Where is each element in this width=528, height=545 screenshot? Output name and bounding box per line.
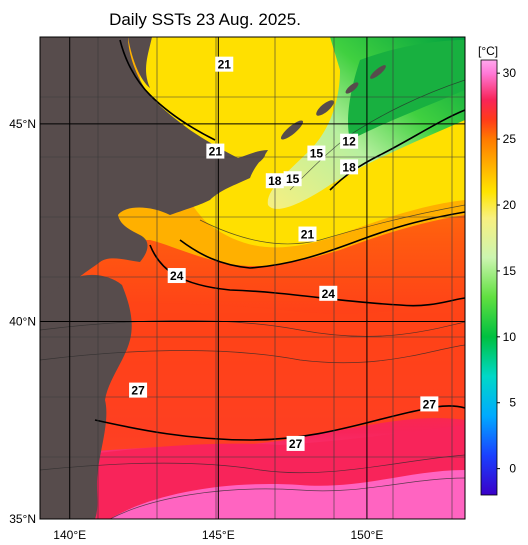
- colorbar-tick-label: 15: [503, 264, 517, 278]
- contour-label: 21: [298, 226, 317, 242]
- lat-tick-label: 45°N: [9, 117, 36, 131]
- contour-label-text: 24: [170, 269, 184, 283]
- colorbar-tick-label: 10: [503, 330, 517, 344]
- graticule: [40, 37, 465, 519]
- colorbar-tick-label: 30: [503, 66, 517, 80]
- contour-label-box: [319, 285, 338, 301]
- sakhalin-land: [128, 37, 152, 88]
- contour-labels: 21 12 21 15 18 18 15 21 24 24 27 27 27: [129, 56, 439, 451]
- contour-label-text: 21: [301, 228, 315, 242]
- colorbar: [°C] 30 25 20 15 10 5 0: [478, 44, 517, 496]
- contour-label-box: [307, 145, 326, 161]
- contour-label: 21: [215, 56, 234, 72]
- contour-label-text: 27: [423, 397, 437, 411]
- contour-label-box: [340, 159, 359, 175]
- contour-label-text: 15: [286, 172, 300, 186]
- lon-tick-label: 145°E: [202, 528, 235, 542]
- contour-label: 15: [307, 145, 326, 161]
- contour-label-text: 21: [218, 58, 232, 72]
- contour-label-box: [340, 133, 359, 149]
- contour-label: 12: [340, 133, 359, 149]
- hokkaido-land: [40, 37, 268, 300]
- contour-label-box: [286, 435, 305, 451]
- colorbar-ticks: 30 25 20 15 10 5 0: [497, 66, 517, 476]
- colorbar-tick-label: 25: [503, 132, 517, 146]
- contour-label-text: 24: [322, 287, 336, 301]
- contour-label-text: 21: [209, 145, 223, 159]
- contour-label-box: [265, 173, 284, 189]
- colorbar-unit: [°C]: [478, 44, 498, 58]
- contour-label: 27: [420, 396, 439, 412]
- contour-label: 15: [283, 171, 302, 187]
- map-panel: [40, 37, 465, 519]
- colorbar-tick-label: 0: [509, 462, 516, 476]
- contour-label: 24: [319, 285, 338, 301]
- thin-contours: [40, 79, 465, 519]
- contour-label-box: [283, 171, 302, 187]
- lat-tick-label: 40°N: [9, 314, 36, 328]
- colorbar-scale: [480, 59, 498, 496]
- hottest-region: [110, 470, 465, 519]
- axes-layer: 45°N 40°N 35°N 140°E 145°E 150°E: [9, 37, 465, 542]
- contour-label-text: 18: [342, 160, 356, 174]
- contour-label: 18: [340, 159, 359, 175]
- contour-label-box: [420, 396, 439, 412]
- contour-label-box: [129, 382, 148, 398]
- lon-tick-label: 150°E: [351, 528, 384, 542]
- contour-label: 21: [206, 143, 225, 159]
- lat-tick-label: 35°N: [9, 512, 36, 526]
- contour-label-box: [215, 56, 234, 72]
- contour-label-text: 27: [289, 437, 303, 451]
- contour-label: 24: [167, 268, 186, 284]
- contour-label-text: 18: [268, 174, 282, 188]
- contour-label: 27: [286, 435, 305, 451]
- contour-label-box: [167, 268, 186, 284]
- warm-band: [40, 300, 465, 455]
- contour-label: 18: [265, 173, 284, 189]
- contour-label: 27: [129, 382, 148, 398]
- contour-label-text: 12: [342, 135, 356, 149]
- colorbar-tick-label: 20: [503, 198, 517, 212]
- contour-label-text: 15: [310, 147, 324, 161]
- contour-label-box: [298, 226, 317, 242]
- coldest-region: [348, 40, 465, 140]
- colorbar-tick-label: 5: [509, 396, 516, 410]
- contour-label-box: [206, 143, 225, 159]
- map-title: Daily SSTs 23 Aug. 2025.: [109, 10, 301, 29]
- lon-tick-label: 140°E: [53, 528, 86, 542]
- kuril-islands: [250, 65, 386, 165]
- contour-label-text: 27: [131, 384, 145, 398]
